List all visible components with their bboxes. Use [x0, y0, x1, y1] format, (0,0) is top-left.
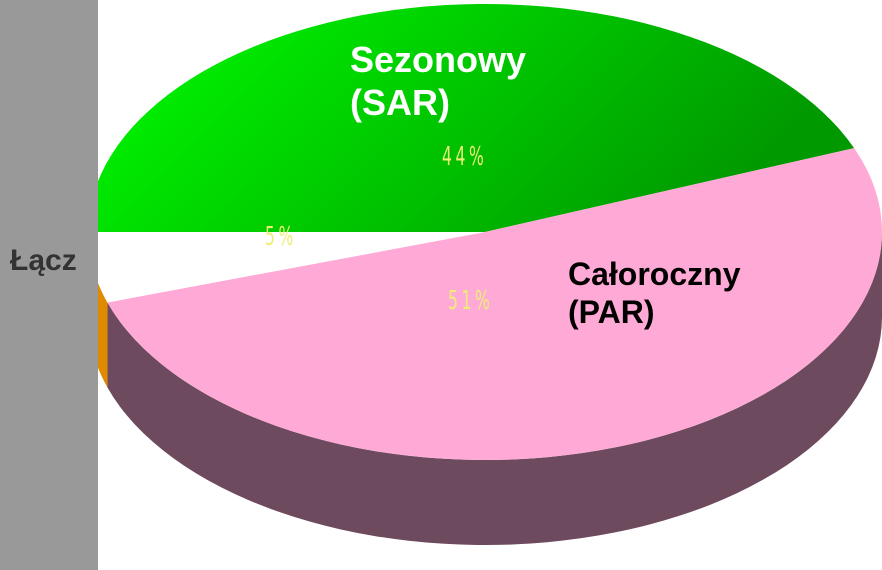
category-label: Całoroczny (PAR): [568, 256, 741, 331]
pie-slice: [88, 4, 855, 233]
value-label: 51%: [448, 286, 494, 316]
pie-slice: [107, 148, 882, 460]
category-label: Sezonowy (SAR): [350, 39, 527, 124]
side-panel: [0, 0, 98, 570]
value-label: 44%: [442, 142, 488, 172]
pie-side: [107, 232, 882, 545]
pie-slice: [88, 232, 485, 303]
category-label: Łącz: [10, 244, 77, 277]
value-label: 5%: [265, 222, 297, 252]
